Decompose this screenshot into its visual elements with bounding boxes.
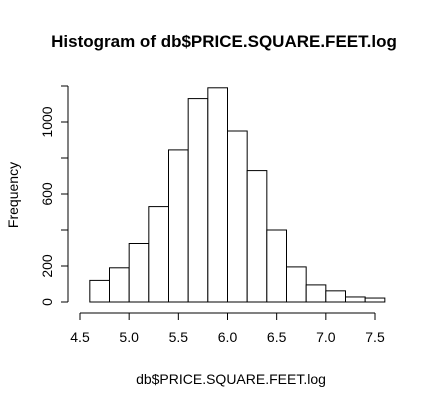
histogram-bar [207, 87, 228, 303]
x-axis-label: db$PRICE.SQUARE.FEET.log [136, 371, 326, 387]
y-tick-label: 600 [39, 182, 55, 206]
x-axis: 4.5 5.0 5.5 6.0 6.5 7.0 7.5 [70, 312, 385, 345]
histogram-bar [227, 130, 248, 303]
x-tick-label: 5.0 [119, 329, 139, 345]
histogram-bar [168, 149, 189, 303]
histogram-bar [286, 266, 307, 303]
histogram-bar [109, 267, 130, 303]
y-axis-label: Frequency [5, 162, 21, 228]
x-tick-label: 7.0 [316, 329, 336, 345]
histogram-bar [364, 297, 386, 303]
bars-group [89, 87, 386, 303]
y-axis: 0 200 600 1000 [39, 85, 69, 306]
histogram-bar [148, 206, 169, 303]
x-tick-label: 7.5 [365, 329, 385, 345]
x-tick-label: 6.5 [267, 329, 287, 345]
histogram-bar [128, 243, 150, 303]
x-tick-label: 5.5 [169, 329, 189, 345]
histogram-bar [325, 290, 347, 303]
histogram-bar [187, 98, 209, 303]
histogram-bar [89, 279, 111, 303]
x-tick-label: 4.5 [70, 329, 90, 345]
y-tick-label: 1000 [39, 106, 55, 137]
y-tick-label: 200 [39, 254, 55, 278]
histogram-bar [266, 229, 288, 303]
x-tick-label: 6.0 [218, 329, 238, 345]
chart-title: Histogram of db$PRICE.SQUARE.FEET.log [51, 32, 397, 51]
y-tick-label: 0 [39, 298, 55, 306]
histogram-bar [345, 296, 366, 303]
histogram-bar [246, 170, 268, 303]
histogram-bar [305, 284, 327, 303]
